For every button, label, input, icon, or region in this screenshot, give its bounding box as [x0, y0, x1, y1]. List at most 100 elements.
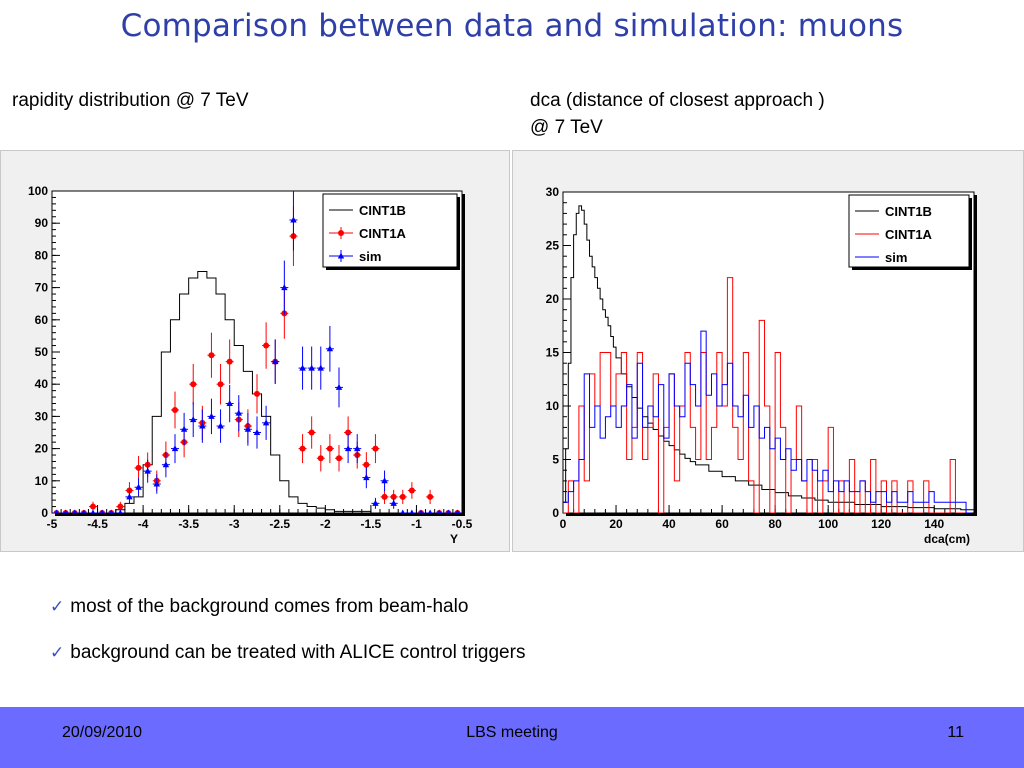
cint1a-point	[326, 445, 333, 452]
page-number: 11	[947, 724, 964, 741]
legend-label: CINT1A	[359, 226, 407, 241]
sim-point	[144, 467, 151, 474]
sim-point	[244, 425, 252, 432]
cint1a-point	[299, 445, 306, 452]
y-tick-label: 0	[41, 506, 48, 520]
sim-point	[118, 509, 123, 513]
footer-title: LBS meeting	[466, 724, 558, 741]
rapidity-chart: 0 10 20 30 40 50 60 70 80 90 100 -5 -4.5 -4 -3.5 -3 -2.5…	[28, 184, 473, 546]
sim-point	[400, 509, 405, 513]
x-tick-label: 60	[715, 517, 729, 531]
sim-point	[299, 364, 306, 371]
check-icon: ✓	[50, 597, 65, 617]
x-tick-label: 40	[662, 517, 676, 531]
sim-point	[109, 509, 114, 513]
sim-point	[446, 509, 451, 513]
sim-point	[262, 419, 270, 426]
x-tick-label: 20	[609, 517, 623, 531]
legend-label: sim	[885, 250, 907, 265]
cint1a-point	[372, 445, 379, 452]
legend-box	[322, 193, 458, 268]
cint1a-point	[317, 455, 324, 462]
sim-point	[153, 480, 160, 487]
bullet-text: most of the background comes from beam-h…	[70, 596, 469, 617]
plot-content	[563, 205, 974, 513]
x-tick-label: -0.5	[452, 517, 473, 531]
x-tick-label: -1	[411, 517, 422, 531]
legend-label: CINT1B	[885, 204, 932, 219]
y-tick-label: 50	[35, 345, 49, 359]
x-tick-label: -2.5	[269, 517, 290, 531]
y-tick-label: 90	[35, 216, 49, 230]
sim-point	[171, 445, 179, 452]
sim-point	[235, 409, 242, 416]
x-tick-label: -1.5	[361, 517, 382, 531]
cint1a-point	[135, 464, 142, 471]
dca-chart-panel: 0 5 10 15 20 25 30 0 20 40 60 80 100 120 140 dca(cm) CIN…	[512, 150, 1024, 552]
cint1a-point	[217, 381, 224, 388]
footer-bar: 20/09/2010 LBS meeting 11	[0, 707, 1024, 768]
legend-label: sim	[359, 249, 381, 264]
bullet-item: ✓ most of the background comes from beam-…	[50, 596, 468, 618]
y-tick-label: 10	[546, 399, 560, 413]
cint1a-point	[336, 455, 342, 462]
sim-point	[253, 429, 261, 435]
right-chart-caption: dca (distance of closest approach ) @ 7 …	[530, 90, 825, 138]
x-tick-label: -4	[138, 517, 149, 531]
sim-point	[290, 216, 297, 223]
y-tick-label: 60	[35, 313, 49, 327]
sim-point	[381, 477, 388, 484]
y-tick-label: 40	[35, 377, 49, 391]
sim-point	[308, 364, 315, 371]
sim-point	[208, 412, 215, 419]
cint1a-point	[345, 429, 352, 436]
legend-label: CINT1A	[885, 227, 933, 242]
legend-cint1a-marker	[338, 230, 344, 236]
sim-point	[217, 422, 224, 429]
y-tick-label: 15	[546, 346, 560, 360]
sim-point	[455, 509, 460, 513]
sim-point	[335, 383, 343, 390]
rapidity-chart-panel: 0 10 20 30 40 50 60 70 80 90 100 -5 -4.5 -4 -3.5 -3 -2.5…	[0, 150, 510, 552]
x-tick-label: -3	[229, 517, 240, 531]
cint1a-point	[308, 429, 315, 436]
check-icon: ✓	[50, 643, 65, 663]
sim-point	[91, 509, 95, 513]
sim-point	[180, 425, 188, 432]
cint1a-point	[381, 493, 388, 500]
cint1a-point	[399, 493, 406, 500]
x-tick-label: -2	[320, 517, 331, 531]
x-tick-label: -4.5	[87, 517, 108, 531]
sim-point	[82, 509, 86, 513]
sim-point	[317, 364, 324, 371]
bullet-item: ✓ background can be treated with ALICE co…	[50, 642, 525, 664]
cint1a-point	[263, 342, 270, 349]
sim-point	[344, 445, 352, 452]
y-tick-label: 100	[28, 184, 48, 198]
cint1a-point	[190, 381, 197, 388]
sim-point	[354, 445, 361, 452]
cint1a-point	[408, 487, 415, 494]
sim-point	[419, 509, 423, 513]
sim-point	[390, 499, 397, 506]
cint1a-point	[363, 461, 370, 468]
sim-point	[126, 493, 133, 500]
sim-point	[63, 509, 68, 513]
x-axis-label: Y	[450, 532, 458, 546]
sim-point	[135, 483, 142, 490]
bullet-text: background can be treated with ALICE con…	[70, 642, 526, 663]
legend-sim-marker	[337, 252, 345, 259]
sim-point	[281, 284, 288, 291]
sim-point	[162, 461, 170, 468]
legend-label: CINT1B	[359, 203, 406, 218]
y-tick-label: 30	[546, 185, 560, 199]
y-tick-label: 5	[552, 453, 559, 467]
slide-title: Comparison between data and simulation: …	[120, 8, 904, 44]
sim-point	[428, 509, 432, 513]
cint1a-point	[254, 390, 260, 397]
x-tick-label: 0	[560, 517, 567, 531]
cint1a-point	[226, 358, 233, 365]
y-tick-label: 70	[35, 281, 49, 295]
y-tick-label: 10	[35, 474, 49, 488]
y-tick-label: 30	[35, 409, 49, 423]
